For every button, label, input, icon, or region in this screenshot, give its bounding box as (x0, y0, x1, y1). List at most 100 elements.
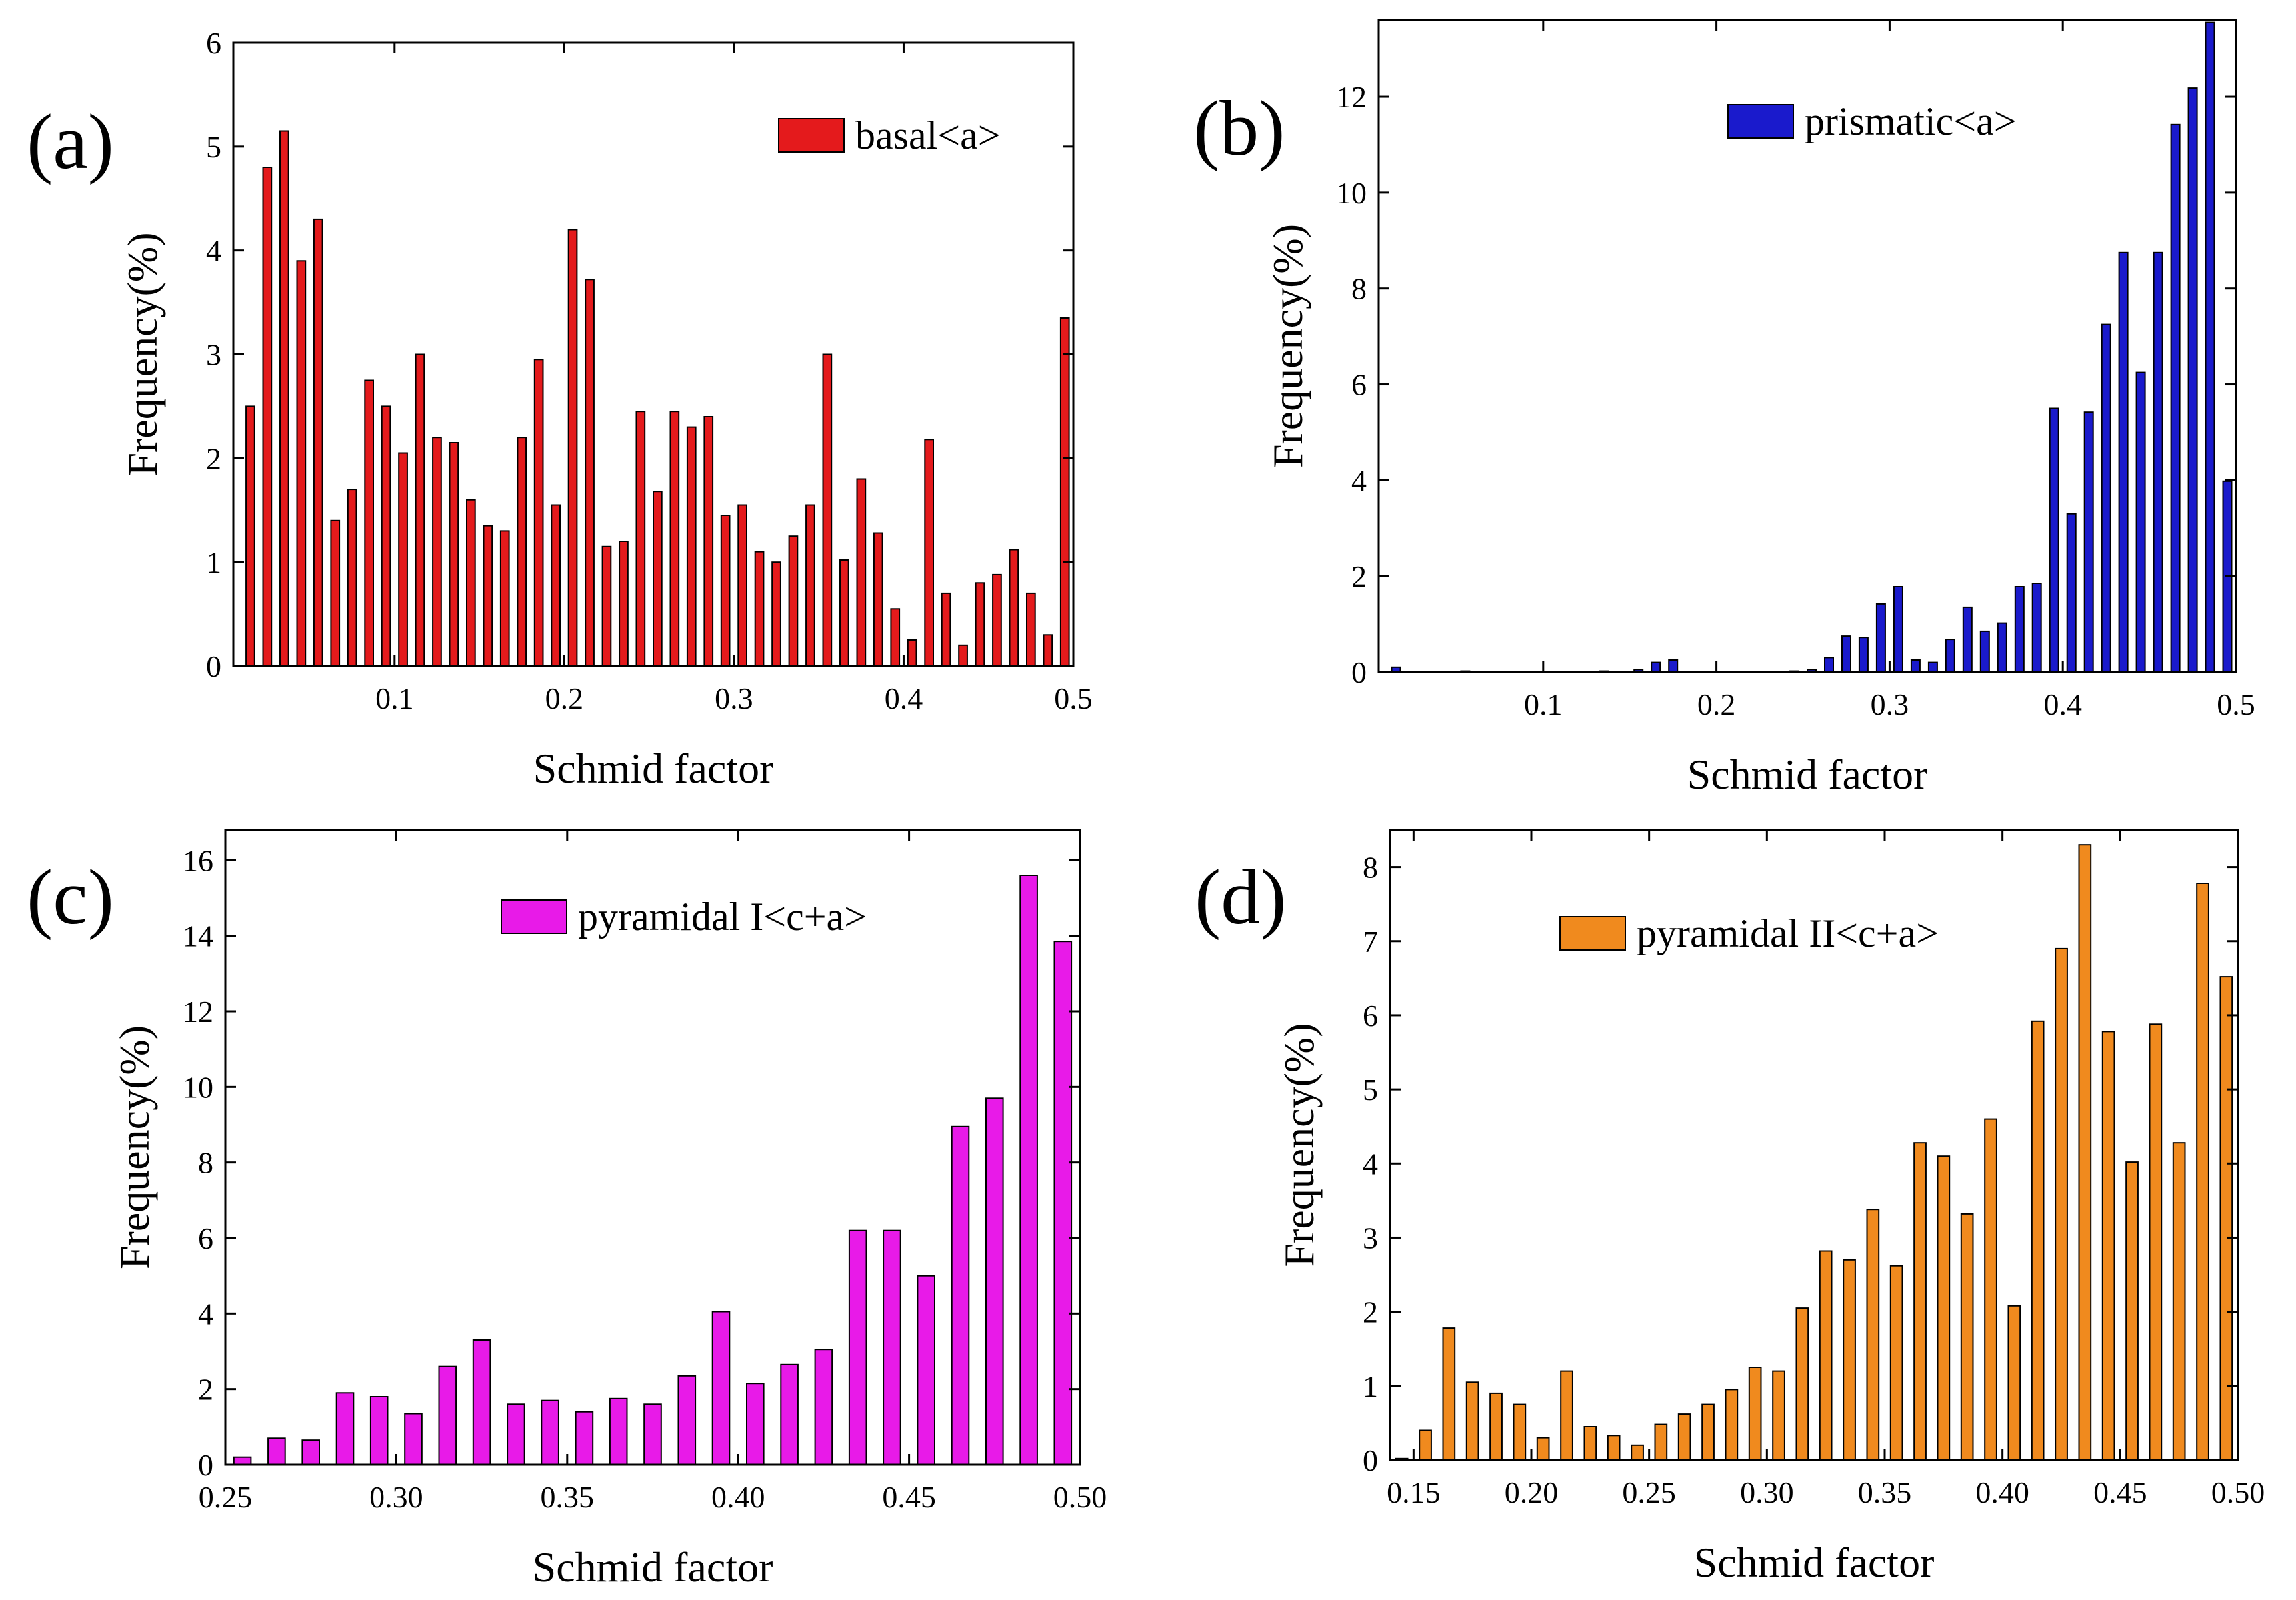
x-axis: 0.15 0.20 0.25 0.30 0.35 0.40 0.45 0.50 (1387, 830, 2265, 1509)
legend-swatch (1559, 916, 1626, 951)
legend-label: prismatic<a> (1805, 99, 2017, 143)
y-tick-label: 8 (198, 1146, 213, 1180)
y-axis-label: Frequency(%) (1264, 224, 1311, 468)
bar (1536, 1437, 1550, 1461)
bar (499, 530, 510, 667)
bar (1795, 1307, 1809, 1461)
bar (788, 535, 799, 667)
bar (369, 1396, 389, 1465)
bar (398, 452, 408, 667)
bar (404, 1413, 423, 1465)
y-tick-label: 0 (1363, 1443, 1378, 1477)
bar (2219, 976, 2233, 1461)
bar (1866, 1209, 1880, 1461)
x-tick-label: 0.20 (1505, 1475, 1559, 1509)
legend-label: pyramidal II<c+a> (1637, 911, 1939, 955)
x-tick-label: 0.1 (375, 681, 414, 715)
x-axis-label: Schmid factor (533, 1543, 773, 1591)
bar (1560, 1370, 1573, 1461)
x-axis: 0.1 0.2 0.3 0.4 0.5 (1524, 20, 2255, 721)
y-tick-label: 2 (1351, 559, 1367, 593)
bar-series (233, 875, 1073, 1466)
x-axis-label: Schmid factor (1694, 1539, 1935, 1586)
bar (483, 525, 493, 667)
bar (2125, 1161, 2139, 1461)
x-tick-label: 0.3 (1871, 687, 1909, 721)
x-tick-label: 0.5 (2217, 687, 2255, 721)
bar (233, 1456, 252, 1465)
bar (780, 1363, 799, 1466)
bar (609, 1397, 628, 1466)
chart-panel-d: 0.15 0.20 0.25 0.30 0.35 0.40 0.45 0.50 0 1 2 3 4 5 6 7… (1195, 829, 2265, 1586)
bar (347, 489, 357, 667)
x-tick-label: 0.1 (1524, 687, 1563, 721)
y-tick-label: 12 (183, 995, 213, 1029)
bar (2049, 407, 2059, 673)
bar (1824, 657, 1834, 673)
bar (541, 1399, 559, 1465)
bar (1819, 1250, 1833, 1461)
y-tick-label: 0 (206, 649, 221, 683)
panel-label: (a) (27, 98, 114, 185)
x-tick-label: 0.25 (199, 1480, 253, 1514)
bar (1748, 1367, 1762, 1461)
bar (2153, 251, 2163, 673)
y-axis: 0 1 2 3 4 5 6 (206, 26, 1073, 683)
legend: pyramidal II<c+a> (1559, 911, 1939, 955)
bar (1677, 1413, 1691, 1461)
bar (2149, 1023, 2163, 1461)
y-tick-label: 0 (198, 1448, 213, 1482)
bar (2007, 1305, 2021, 1461)
bar (643, 1403, 662, 1466)
bar (619, 541, 629, 667)
legend-swatch (778, 118, 845, 153)
bar (1772, 1370, 1785, 1461)
bar (551, 504, 561, 667)
bar-series (245, 130, 1070, 667)
legend-swatch (1727, 104, 1794, 139)
bar (992, 573, 1002, 667)
bar (449, 442, 459, 667)
bar (2031, 583, 2042, 673)
y-tick-label: 4 (198, 1297, 213, 1331)
bar (2066, 513, 2077, 673)
bar (1651, 661, 1661, 673)
bar (720, 515, 731, 667)
y-tick-label: 6 (1363, 999, 1378, 1033)
y-tick-label: 4 (1351, 463, 1367, 497)
bar (2014, 586, 2025, 673)
bar (533, 359, 544, 667)
y-tick-label: 6 (198, 1221, 213, 1255)
y-axis-label: Frequency(%) (1275, 1023, 1323, 1267)
y-tick-label: 2 (1363, 1295, 1378, 1329)
bar (585, 279, 595, 667)
bar (415, 353, 425, 667)
bar (653, 491, 663, 667)
bar (737, 504, 748, 667)
bar (2170, 123, 2181, 673)
bar (754, 551, 765, 667)
bar-series (1395, 844, 2233, 1461)
x-tick-label: 0.50 (1053, 1480, 1107, 1514)
y-tick-label: 5 (206, 130, 221, 164)
bar (364, 379, 374, 667)
y-tick-label: 0 (1351, 655, 1367, 689)
bar (985, 1097, 1004, 1466)
bar (2101, 323, 2111, 673)
x-tick-label: 0.30 (369, 1480, 423, 1514)
x-tick-label: 0.4 (885, 681, 923, 715)
bar (1654, 1423, 1668, 1461)
bar (313, 218, 323, 667)
x-tick-label: 0.2 (545, 681, 584, 715)
bar (1419, 1429, 1432, 1461)
bar (975, 582, 985, 667)
x-axis-label: Schmid factor (1687, 751, 1928, 798)
bar (1913, 1142, 1927, 1461)
x-tick-label: 0.3 (715, 681, 753, 715)
x-axis: 0.1 0.2 0.3 0.4 0.5 (375, 43, 1093, 715)
y-tick-label: 1 (1363, 1369, 1378, 1403)
y-tick-label: 14 (183, 919, 213, 953)
y-tick-label: 3 (1363, 1221, 1378, 1255)
plot-frame (224, 829, 1081, 1466)
y-tick-label: 10 (183, 1070, 213, 1104)
